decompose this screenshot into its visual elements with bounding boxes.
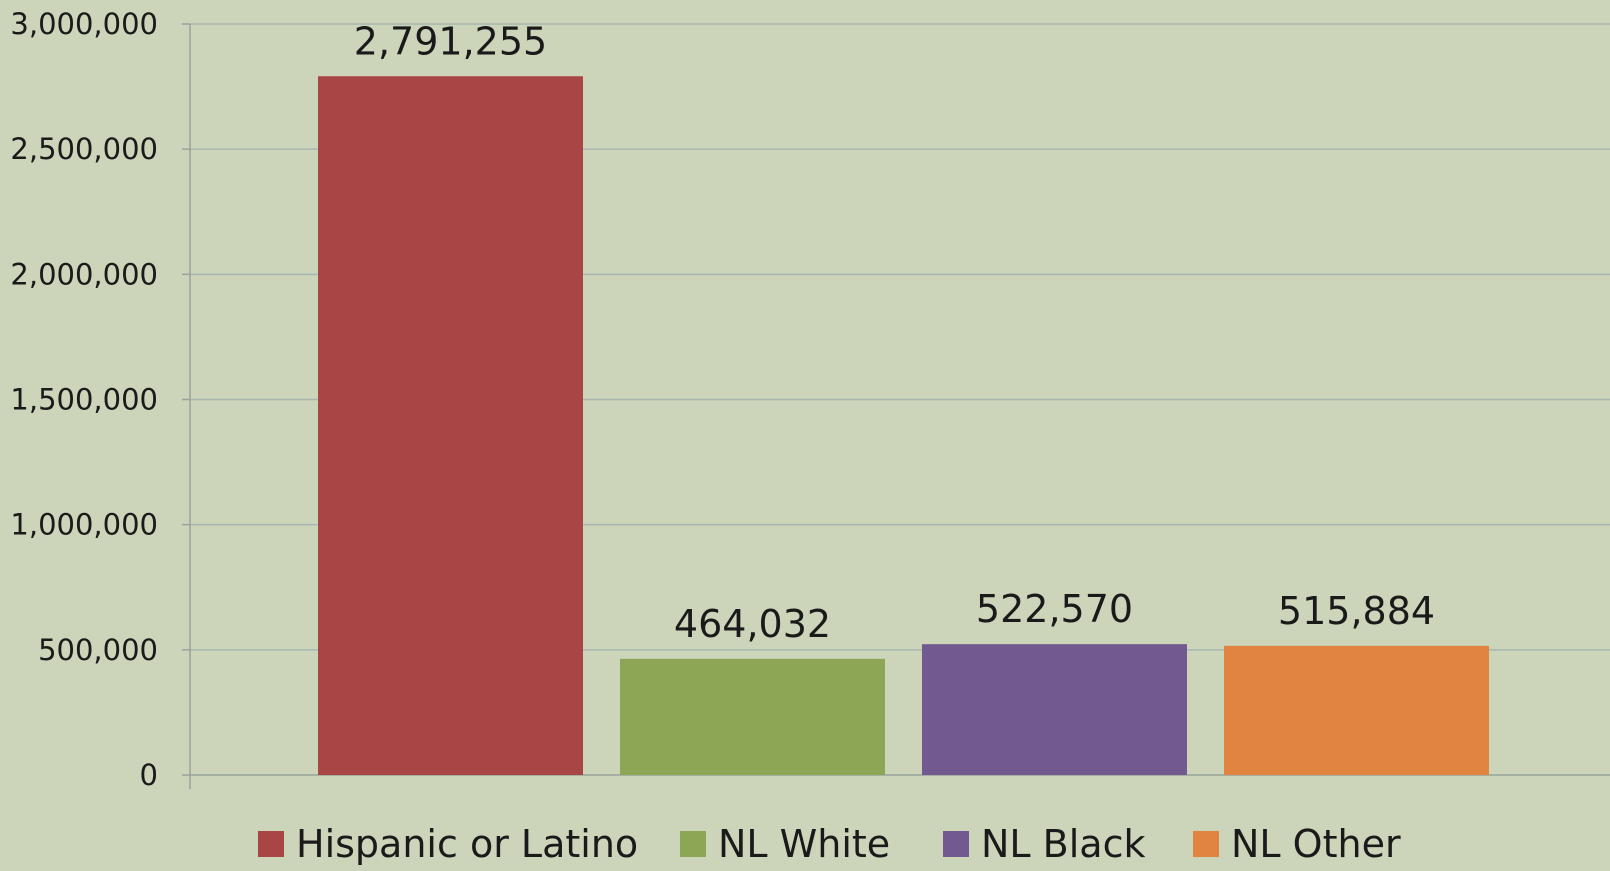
legend-swatch <box>1193 831 1219 857</box>
bars <box>318 76 1489 775</box>
legend-label: NL White <box>718 822 890 866</box>
legend-swatch <box>943 831 969 857</box>
y-tick-label: 0 <box>140 758 158 792</box>
bar-hispanic-or-latino <box>318 76 583 775</box>
y-tick-label: 2,500,000 <box>10 132 158 166</box>
y-tick-label: 500,000 <box>38 633 158 667</box>
bar-nl-other <box>1224 645 1489 775</box>
legend-swatch <box>258 831 284 857</box>
legend-label: NL Other <box>1231 822 1401 866</box>
bar-nl-white <box>620 658 885 775</box>
legend-label: NL Black <box>981 822 1146 866</box>
data-label: 2,791,255 <box>354 19 547 63</box>
data-labels: 2,791,255 464,032 522,570 515,884 <box>354 19 1435 646</box>
y-tick-label: 1,000,000 <box>10 508 158 542</box>
legend: Hispanic or Latino NL White NL Black NL Oth… <box>258 822 1401 866</box>
data-label: 522,570 <box>976 587 1133 631</box>
y-axis-ticks: 0 500,000 1,000,000 1,500,000 2,000,000 2,500… <box>10 7 190 792</box>
y-tick-label: 2,000,000 <box>10 257 158 291</box>
data-label: 464,032 <box>674 602 831 646</box>
bar-nl-black <box>922 644 1187 775</box>
legend-label: Hispanic or Latino <box>296 822 638 866</box>
y-tick-label: 3,000,000 <box>10 7 158 41</box>
legend-swatch <box>680 831 706 857</box>
y-tick-label: 1,500,000 <box>10 383 158 417</box>
data-label: 515,884 <box>1278 589 1435 633</box>
